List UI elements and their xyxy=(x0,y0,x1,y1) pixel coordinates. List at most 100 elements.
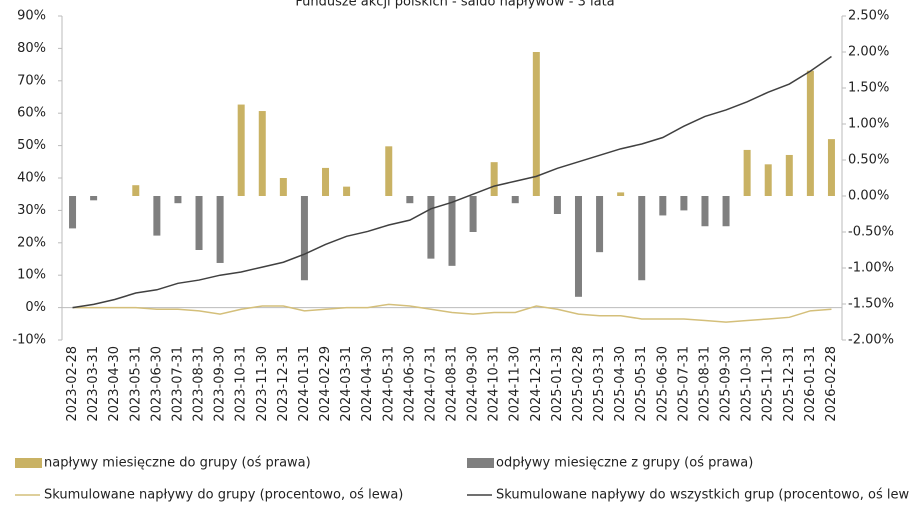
bar xyxy=(69,196,77,229)
y-tick-label: 50% xyxy=(17,138,46,153)
y2-tick-label: 2.00% xyxy=(848,45,889,60)
x-tick-label: 2025-05-31 xyxy=(634,346,649,422)
y2-tick-label: -2.00% xyxy=(848,333,894,348)
bar xyxy=(153,196,161,236)
x-tick-label: 2025-12-31 xyxy=(782,346,797,422)
x-tick-label: 2024-12-31 xyxy=(529,346,544,422)
bar xyxy=(385,146,393,196)
bar xyxy=(258,111,266,196)
x-tick-label: 2024-09-30 xyxy=(466,346,481,422)
legend-label: napływy miesięczne do grupy (oś prawa) xyxy=(44,456,311,471)
line xyxy=(72,303,832,323)
bar xyxy=(680,196,688,211)
bar xyxy=(174,196,182,204)
bar xyxy=(195,196,203,250)
bar xyxy=(343,186,351,196)
x-tick-label: 2023-02-28 xyxy=(65,346,80,422)
x-tick-label: 2025-08-31 xyxy=(697,346,712,422)
x-tick-label: 2024-10-31 xyxy=(487,346,502,422)
bar xyxy=(701,196,709,227)
bar xyxy=(553,196,561,214)
x-tick-label: 2024-02-29 xyxy=(318,346,333,422)
y-tick-label: 90% xyxy=(17,9,46,24)
x-tick-label: 2023-06-30 xyxy=(149,346,164,422)
y2-tick-label: 1.50% xyxy=(848,81,889,96)
legend-label: Skumulowane napływy do grupy (procentowo… xyxy=(44,488,403,503)
y-tick-label: 0% xyxy=(25,300,46,315)
bar xyxy=(469,196,477,232)
x-tick-label: 2023-05-31 xyxy=(128,346,143,422)
x-tick-label: 2023-10-31 xyxy=(234,346,249,422)
x-tick-label: 2024-06-30 xyxy=(402,346,417,422)
y2-tick-label: 1.00% xyxy=(848,117,889,132)
x-tick-label: 2023-09-30 xyxy=(213,346,228,422)
y2-tick-label: -0.50% xyxy=(848,225,894,240)
y2-tick-label: 2.50% xyxy=(848,9,889,24)
bar xyxy=(574,196,582,297)
bar xyxy=(322,167,330,196)
x-tick-label: 2023-12-31 xyxy=(276,346,291,422)
bar xyxy=(406,196,414,204)
bar xyxy=(827,139,835,196)
y-tick-label: 70% xyxy=(17,73,46,88)
x-tick-label: 2024-07-31 xyxy=(423,346,438,422)
bar xyxy=(617,192,625,196)
line xyxy=(72,55,832,309)
x-tick-label: 2023-04-30 xyxy=(107,346,122,422)
bar xyxy=(743,149,751,196)
bar xyxy=(785,154,793,196)
x-tick-label: 2025-04-30 xyxy=(613,346,628,422)
x-tick-label: 2024-01-31 xyxy=(297,346,312,422)
x-tick-label: 2024-05-31 xyxy=(381,346,396,422)
y-tick-label: 40% xyxy=(17,171,46,186)
x-tick-label: 2025-01-31 xyxy=(550,346,565,422)
x-tick-label: 2023-08-31 xyxy=(192,346,207,422)
y2-tick-label: 0.50% xyxy=(848,153,889,168)
x-tick-label: 2024-11-30 xyxy=(508,346,523,422)
legend-label: odpływy miesięczne z grupy (oś prawa) xyxy=(496,456,753,471)
y-tick-label: 30% xyxy=(17,203,46,218)
y2-tick-label: -1.50% xyxy=(848,297,894,312)
bar xyxy=(216,196,224,263)
x-tick-label: 2025-11-30 xyxy=(761,346,776,422)
y2-tick-label: -1.00% xyxy=(848,261,894,276)
bar xyxy=(237,104,245,196)
x-tick-label: 2023-11-30 xyxy=(255,346,270,422)
bar xyxy=(90,196,98,201)
x-tick-label: 2024-04-30 xyxy=(360,346,375,422)
x-tick-label: 2025-03-31 xyxy=(592,346,607,422)
x-tick-label: 2025-02-28 xyxy=(571,346,586,422)
bar xyxy=(300,196,308,281)
bar xyxy=(806,70,814,196)
chart-title: Fundusze akcji polskich - saldo napływów… xyxy=(295,0,614,10)
legend-swatch xyxy=(15,458,42,468)
legend-swatch xyxy=(467,458,494,468)
y-tick-label: 60% xyxy=(17,106,46,121)
y-tick-label: 10% xyxy=(17,268,46,283)
bar xyxy=(596,196,604,253)
bar xyxy=(490,162,498,196)
x-tick-label: 2026-01-31 xyxy=(803,346,818,422)
bar xyxy=(638,196,646,281)
x-tick-label: 2024-08-31 xyxy=(445,346,460,422)
bar xyxy=(764,164,772,196)
x-tick-label: 2024-03-31 xyxy=(339,346,354,422)
legend-label: Skumulowane napływy do wszystkich grup (… xyxy=(496,488,909,503)
x-tick-label: 2023-03-31 xyxy=(86,346,101,422)
x-tick-label: 2025-10-31 xyxy=(740,346,755,422)
x-tick-label: 2025-06-30 xyxy=(655,346,670,422)
bar xyxy=(511,196,519,204)
y2-tick-label: 0.00% xyxy=(848,189,889,204)
x-tick-label: 2023-07-31 xyxy=(170,346,185,422)
y-tick-label: 80% xyxy=(17,41,46,56)
bar xyxy=(427,196,435,259)
bar xyxy=(532,52,540,196)
bar xyxy=(279,178,287,196)
x-tick-label: 2025-07-31 xyxy=(676,346,691,422)
bar xyxy=(722,196,730,227)
bar xyxy=(448,196,456,266)
bar xyxy=(132,185,140,196)
x-tick-label: 2025-09-30 xyxy=(719,346,734,422)
y-tick-label: -10% xyxy=(12,333,46,348)
